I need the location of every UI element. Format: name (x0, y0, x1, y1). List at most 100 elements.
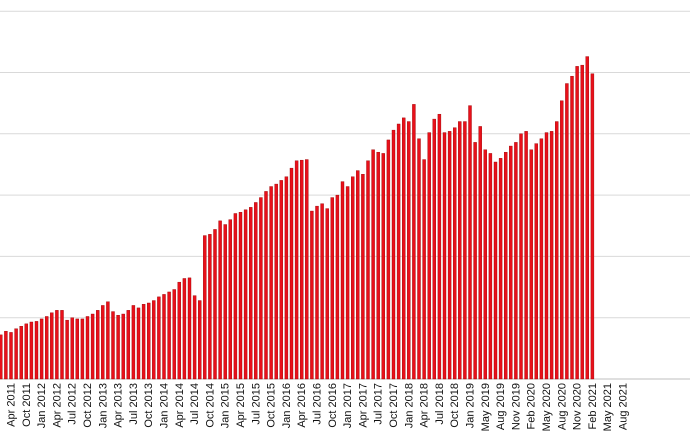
bar (585, 56, 589, 380)
bar (223, 224, 227, 380)
x-tick-label: Jan 2014 (159, 383, 171, 428)
bar (141, 304, 146, 380)
bar (498, 158, 503, 380)
x-tick-label: Feb 2021 (587, 383, 599, 429)
bar (340, 181, 345, 380)
bar (177, 281, 182, 380)
x-tick-label: Oct 2017 (388, 383, 400, 428)
bar (549, 131, 554, 380)
bar (432, 118, 436, 380)
x-axis-tick-labels: Apr 2011 Oct 2011 Jan 2012 Apr 2012 Jul 2012… (6, 383, 630, 431)
x-tick-label: Jan 2018 (403, 383, 415, 428)
bar (386, 139, 391, 380)
bar (167, 291, 171, 380)
bar (468, 105, 472, 380)
x-tick-label: Jan 2013 (97, 383, 109, 428)
bar (422, 159, 426, 380)
bar (376, 151, 380, 380)
bar (101, 305, 105, 380)
bar (157, 296, 161, 380)
x-tick-label: Jul 2014 (189, 383, 201, 425)
bar (90, 313, 95, 380)
x-tick-label: Jul 2017 (373, 383, 385, 425)
bar (116, 315, 120, 380)
bar (539, 138, 544, 380)
x-tick-label: Oct 2013 (143, 383, 155, 428)
bar (488, 153, 493, 380)
bar (310, 210, 314, 380)
bar (55, 310, 59, 380)
bar (70, 317, 74, 380)
bar (427, 132, 431, 380)
bar (356, 170, 360, 380)
bar (9, 332, 13, 380)
bar (300, 159, 304, 380)
bar (162, 294, 166, 380)
bar (284, 176, 289, 380)
bar (259, 197, 263, 380)
x-tick-label: Feb 2020 (526, 383, 538, 429)
bar (254, 202, 258, 380)
bar (50, 312, 54, 380)
bar (458, 121, 462, 380)
bar (152, 300, 156, 380)
x-tick-label: Jul 2013 (128, 383, 140, 425)
bar (437, 113, 442, 380)
x-tick-label: Apr 2016 (296, 383, 308, 428)
bar (391, 129, 396, 380)
bar (580, 64, 584, 380)
x-tick-label: Jul 2012 (67, 383, 79, 425)
bar (85, 316, 90, 380)
x-tick-label: Apr 2014 (174, 383, 186, 428)
bar (544, 132, 549, 380)
bar (95, 310, 100, 380)
bar (274, 183, 278, 380)
bar (396, 123, 401, 380)
bar (34, 321, 39, 380)
bar (381, 153, 385, 380)
bar (417, 138, 421, 380)
bar (182, 278, 187, 380)
x-tick-label: Oct 2015 (266, 383, 278, 428)
bar (371, 149, 375, 380)
bar-series (0, 56, 595, 380)
bar (80, 318, 85, 380)
bar (187, 277, 192, 380)
x-tick-label: Jul 2016 (312, 383, 324, 425)
x-tick-label: Jan 2017 (342, 383, 354, 428)
bar (529, 149, 533, 380)
x-tick-label: Oct 2012 (82, 383, 94, 428)
bar (228, 219, 233, 380)
bar (473, 142, 477, 380)
x-tick-label: Oct 2011 (21, 383, 33, 427)
x-tick-label: May 2020 (541, 383, 553, 431)
bar (146, 302, 151, 380)
bar (575, 66, 579, 380)
bar (330, 197, 334, 380)
bar (24, 323, 28, 380)
bar (412, 104, 416, 380)
bar (238, 212, 243, 380)
bar (60, 310, 64, 380)
bar (361, 174, 365, 380)
bar (407, 121, 411, 380)
x-tick-label: Nov 2019 (510, 383, 522, 430)
x-tick-label: Apr 2015 (235, 383, 247, 428)
bar (514, 142, 518, 380)
bar (534, 143, 538, 380)
bar (172, 289, 176, 380)
bar (320, 203, 324, 380)
bar (366, 160, 370, 380)
bar (590, 73, 595, 380)
bar (203, 235, 207, 380)
x-tick-label: Oct 2016 (327, 383, 339, 428)
x-tick-label: Nov 2020 (572, 383, 584, 430)
bar (19, 326, 23, 380)
bar (345, 186, 350, 380)
bar (248, 207, 253, 380)
x-tick-label: Aug 2020 (556, 383, 568, 430)
x-tick-label: Apr 2012 (51, 383, 63, 428)
bar (560, 100, 564, 380)
